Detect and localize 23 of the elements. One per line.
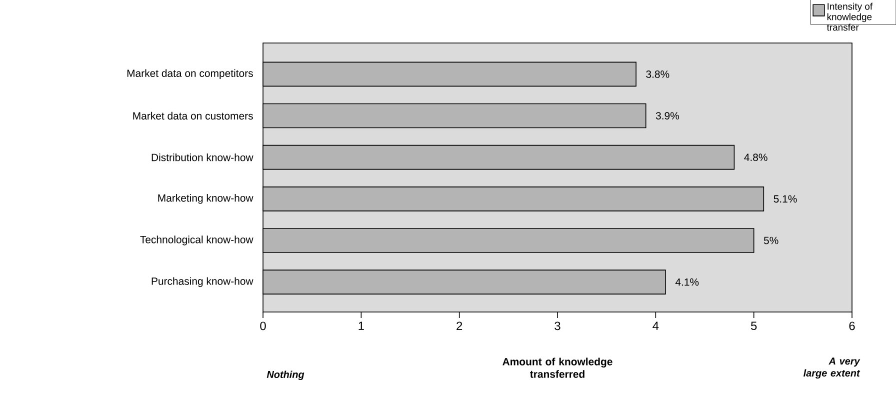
data-label: 4.1% [675,278,699,286]
y-tick-label: Purchasing know-how [152,277,254,287]
y-tick-label: Market data on competitors [127,69,253,80]
y-tick-label: Market data on customers [133,112,253,120]
data-label: 5% [764,236,778,244]
text: Nothing [266,370,304,380]
legend-label: Intensity of knowledge transfer [826,2,873,31]
x-tick-label: 2 [456,322,462,330]
x-tick-label: 4 [652,322,659,330]
y-tick-label: Marketing know-how [158,194,254,204]
x-tick-label: 1 [358,322,364,330]
data-label: 4.8% [744,154,768,162]
x-tick-label: 0 [260,322,266,330]
y-tick-label: Distribution know-how [152,153,254,162]
text: A very large extent [804,358,860,379]
data-label: 3.9% [656,112,680,120]
x-tick-label: 6 [849,322,855,330]
x-axis-title: Amount of knowledge transferred [502,358,612,378]
data-label: 3.8% [646,70,670,78]
y-tick-label: Technological know-how [140,236,254,246]
x-tick-label: 3 [554,322,560,330]
data-label: 5.1% [774,195,797,203]
x-tick-label: 5 [751,322,757,330]
